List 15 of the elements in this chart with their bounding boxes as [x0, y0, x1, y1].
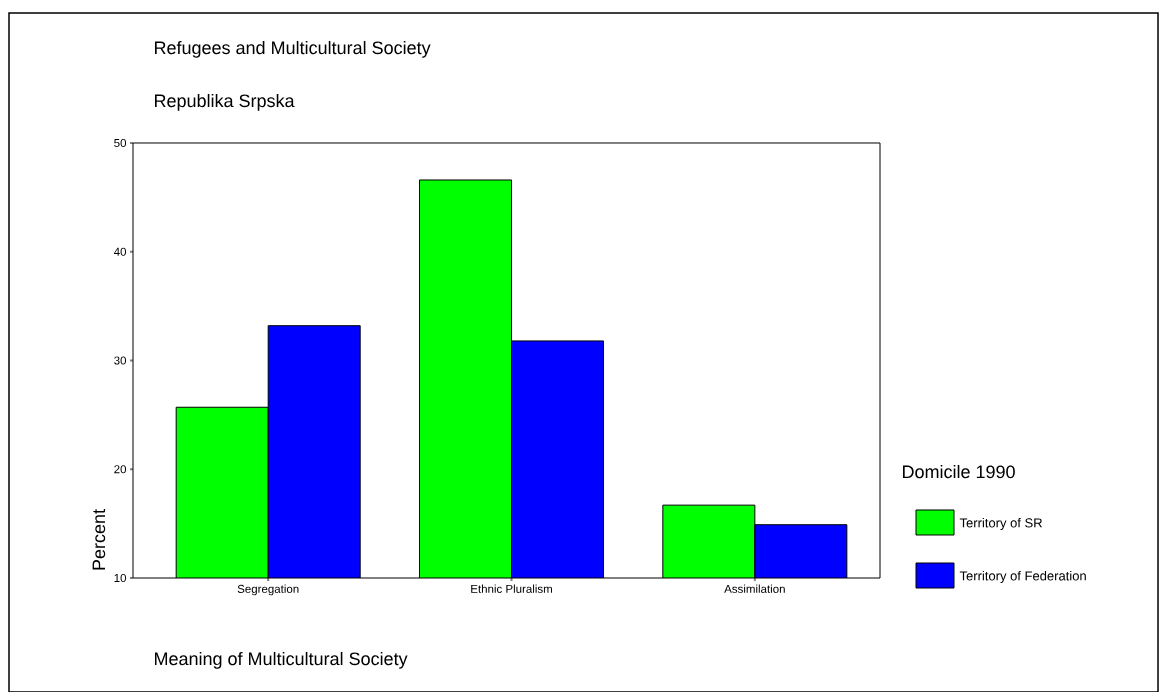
chart-title: Refugees and Multicultural Society	[155, 40, 431, 58]
y-axis-title: Percent	[92, 509, 106, 570]
y-tick-label: 10	[114, 573, 127, 583]
legend-title: Domicile 1990	[903, 464, 1015, 479]
y-tick-label: 50	[114, 138, 127, 148]
x-tick-label: Ethnic Pluralism	[471, 584, 552, 593]
x-tick-label: Segregation	[237, 584, 299, 596]
y-tick-label: 30	[114, 356, 127, 365]
y-tick-label: 20	[114, 465, 127, 474]
legend-label: Territory of SR	[959, 517, 1042, 531]
x-axis-title: Meaning of Multicultural Society	[155, 651, 408, 669]
chart-subtitle: Republika Srpska	[155, 93, 295, 111]
legend-label: Territory of Federation	[959, 570, 1086, 584]
y-tick-label: 40	[113, 247, 127, 256]
x-tick-label: Assimilation	[724, 584, 785, 593]
